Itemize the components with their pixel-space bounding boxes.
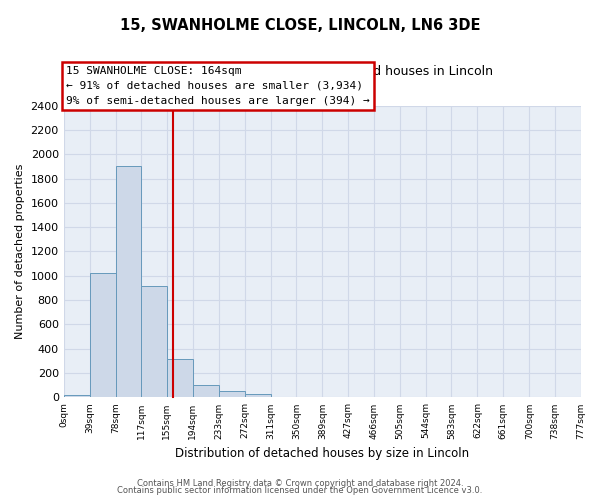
Text: Contains HM Land Registry data © Crown copyright and database right 2024.: Contains HM Land Registry data © Crown c… [137,478,463,488]
Bar [64,395,89,398]
Bar [89,274,116,398]
Bar [167,358,193,398]
Bar [193,384,218,398]
X-axis label: Distribution of detached houses by size in Lincoln: Distribution of detached houses by size … [175,447,469,460]
Text: 15, SWANHOLME CLOSE, LINCOLN, LN6 3DE: 15, SWANHOLME CLOSE, LINCOLN, LN6 3DE [120,18,480,32]
Bar [142,286,167,398]
Text: Contains public sector information licensed under the Open Government Licence v3: Contains public sector information licen… [118,486,482,495]
Title: Size of property relative to detached houses in Lincoln: Size of property relative to detached ho… [151,65,493,78]
Bar [116,166,142,398]
Text: 15 SWANHOLME CLOSE: 164sqm
← 91% of detached houses are smaller (3,934)
9% of se: 15 SWANHOLME CLOSE: 164sqm ← 91% of deta… [66,66,370,106]
Bar [245,394,271,398]
Y-axis label: Number of detached properties: Number of detached properties [15,164,25,339]
Bar [218,392,245,398]
